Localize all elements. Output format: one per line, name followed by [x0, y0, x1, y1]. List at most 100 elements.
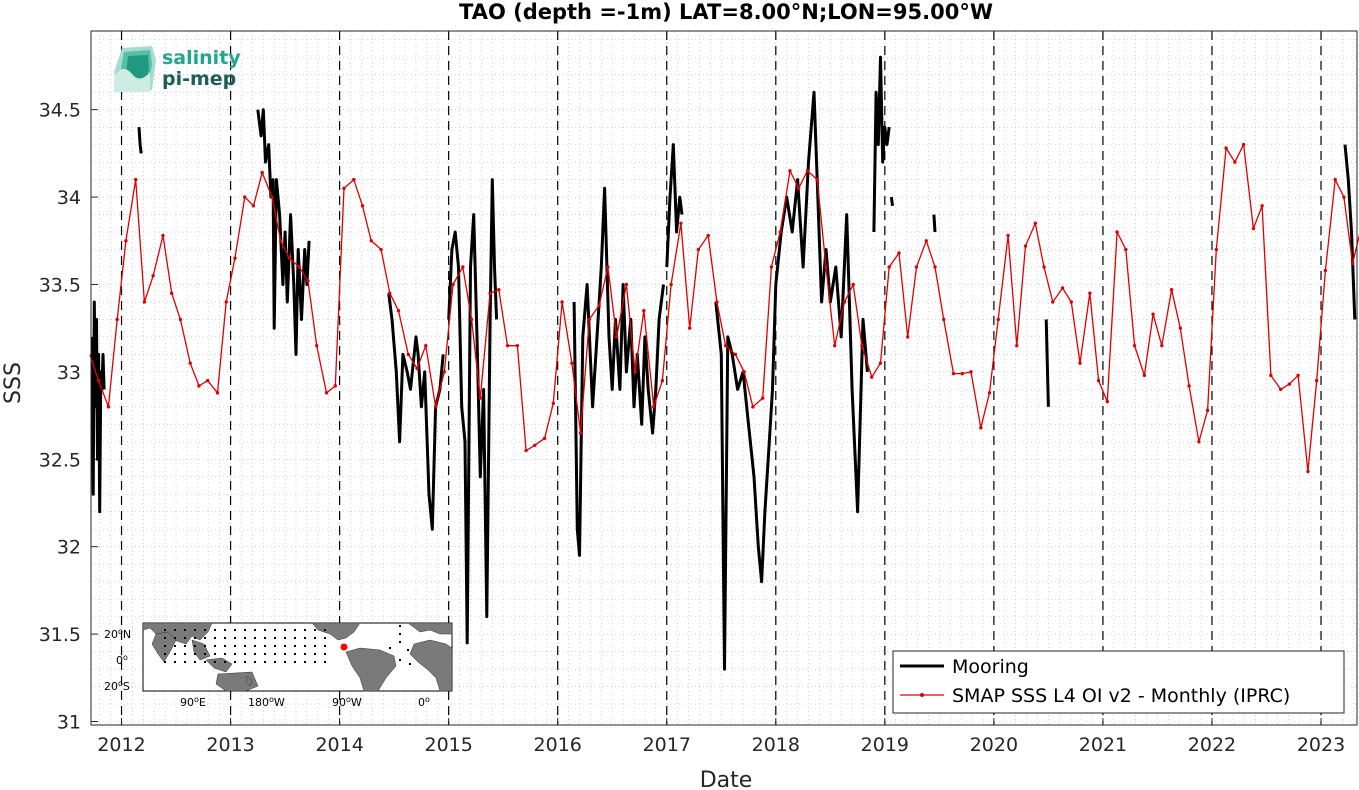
mooring-series-segment	[714, 90, 869, 671]
inset-buoy-dot	[294, 637, 296, 639]
inset-buoy-dot	[204, 653, 206, 655]
smap-point	[1205, 408, 1210, 413]
logo-line1: salinity	[162, 47, 241, 69]
smap-point	[715, 300, 719, 304]
inset-buoy-dot	[254, 629, 256, 631]
inset-buoy-dot	[244, 653, 246, 655]
smap-point	[832, 343, 837, 348]
smap-point	[1197, 440, 1201, 444]
inset-buoy-dot	[194, 637, 196, 639]
inset-buoy-dot	[399, 641, 401, 643]
smap-point	[824, 265, 828, 269]
inset-buoy-dot	[274, 645, 276, 647]
smap-point	[914, 265, 919, 269]
smap-point	[742, 370, 746, 374]
inset-land-shape	[407, 622, 453, 635]
smap-point	[842, 300, 847, 304]
legend-marker-smap	[920, 693, 924, 697]
smap-point	[551, 401, 556, 406]
y-tick-label: 32.5	[39, 449, 81, 471]
smap-point	[205, 378, 210, 383]
inset-land-shape	[409, 639, 453, 692]
smap-point	[769, 265, 774, 269]
smap-point	[1132, 343, 1137, 348]
smap-point	[197, 384, 201, 388]
smap-point	[142, 300, 147, 304]
smap-point	[1314, 378, 1319, 383]
inset-buoy-dot	[174, 645, 176, 647]
inset-buoy-dot	[224, 653, 226, 655]
inset-buoy-dot	[244, 637, 246, 639]
inset-buoy-dot	[194, 629, 196, 631]
inset-buoy-dot	[244, 629, 246, 631]
inset-buoy-dot	[234, 661, 236, 663]
inset-buoy-dot	[274, 653, 276, 655]
inset-buoy-dot	[174, 653, 176, 655]
mooring-series-segment	[872, 55, 891, 233]
smap-point	[1169, 288, 1174, 292]
smap-point	[642, 308, 646, 313]
smap-point	[270, 195, 274, 199]
smap-point	[1105, 399, 1109, 404]
inset-map: 20oN 0o 20oS 90oE 180oW 90oW 0o	[104, 622, 453, 709]
inset-buoy-dot	[214, 653, 216, 655]
smap-point	[733, 352, 738, 357]
smap-point	[1287, 382, 1292, 386]
inset-xlabel-0: 0o	[418, 695, 430, 709]
inset-buoy-dot	[314, 637, 316, 639]
inset-buoy-dot	[264, 653, 266, 655]
inset-buoy-dot	[214, 637, 216, 639]
salinity-pimep-logo: salinity pi-mep	[114, 46, 241, 92]
inset-buoy-dot	[164, 653, 166, 655]
smap-point	[878, 361, 883, 365]
inset-buoy-dot	[304, 653, 306, 655]
smap-point	[597, 303, 601, 308]
inset-buoy-dot	[399, 633, 401, 635]
inset-buoy-dot	[294, 645, 296, 647]
smap-point	[778, 230, 782, 234]
smap-point	[870, 375, 874, 379]
smap-point	[669, 282, 673, 287]
inset-land-shape	[142, 622, 213, 645]
mooring-series-segment	[932, 214, 937, 233]
smap-point	[696, 247, 701, 252]
inset-buoy-dot	[304, 629, 306, 631]
inset-buoy-dot	[194, 653, 196, 655]
smap-point	[161, 233, 165, 238]
smap-point	[433, 405, 438, 409]
y-tick-label: 34	[57, 187, 81, 209]
smap-point	[297, 265, 301, 269]
legend: Mooring SMAP SSS L4 OI v2 - Monthly (IPR…	[892, 650, 1345, 714]
inset-buoy-dot	[234, 653, 236, 655]
inset-buoy-dot	[184, 645, 186, 647]
smap-point	[1323, 268, 1328, 273]
inset-land-shape	[311, 622, 361, 641]
x-tick-label: 2013	[206, 734, 254, 756]
inset-buoy-dot	[184, 637, 186, 639]
inset-buoy-dot	[194, 645, 196, 647]
smap-point	[1214, 247, 1219, 252]
smap-point	[369, 239, 373, 243]
smap-point	[388, 291, 392, 295]
inset-buoy-dot	[264, 661, 266, 663]
inset-buoy-dot	[184, 661, 186, 663]
inset-buoy-dot	[314, 653, 316, 655]
smap-point	[505, 343, 510, 348]
smap-point	[1350, 261, 1355, 266]
smap-point	[1233, 160, 1237, 164]
x-tick-label: 2020	[970, 734, 1018, 756]
axis-ticks: 2012 2013 2014 2015 2016 2017 2018 2019 2020 2021…	[39, 100, 1346, 756]
smap-point	[805, 169, 810, 173]
inset-buoy-dot	[324, 661, 326, 663]
smap-point	[687, 326, 692, 330]
inset-land-shape	[245, 675, 253, 687]
mooring-series-segment	[137, 127, 143, 154]
smap-point	[115, 317, 119, 322]
smap-point	[996, 317, 1000, 322]
smap-point	[815, 177, 819, 182]
inset-buoy-dot	[184, 629, 186, 631]
inset-buoy-dot	[204, 637, 206, 639]
smap-point	[1269, 373, 1273, 378]
logo-wave-icon	[114, 46, 156, 92]
smap-point	[1115, 230, 1119, 234]
